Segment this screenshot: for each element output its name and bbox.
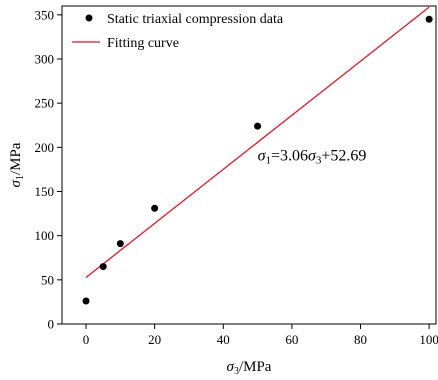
legend-label-scatter: Static triaxial compression data — [107, 12, 284, 27]
y-tick-label: 200 — [35, 140, 55, 155]
x-tick-label: 80 — [354, 332, 367, 347]
legend-marker-scatter — [85, 14, 93, 22]
y-axis: 0 50 100 150 200 250 300 350 — [35, 7, 62, 332]
x-tick-label: 0 — [83, 332, 90, 347]
data-point — [425, 15, 433, 23]
y-tick-label: 350 — [35, 7, 55, 22]
y-tick-label: 50 — [41, 272, 54, 287]
fitting-curve-layer — [85, 6, 430, 278]
y-tick-label: 300 — [35, 52, 55, 67]
fitting-curve-line — [85, 6, 430, 278]
data-points-layer — [82, 15, 433, 305]
x-tick-label: 40 — [217, 332, 230, 347]
data-point — [99, 263, 107, 271]
x-axis-title: σ3/MPa — [227, 359, 272, 377]
plot-frame — [61, 5, 437, 325]
legend-label-line: Fitting curve — [107, 36, 179, 51]
x-tick-label: 100 — [419, 332, 438, 347]
y-axis-title: σ1/MPa — [8, 142, 26, 187]
data-point — [82, 297, 90, 305]
y-tick-label: 250 — [35, 96, 55, 111]
data-point — [116, 240, 124, 248]
legend: Static triaxial compression data Fitting… — [72, 12, 284, 51]
x-tick-label: 60 — [285, 332, 298, 347]
y-tick-label: 0 — [48, 317, 55, 332]
y-tick-label: 150 — [35, 184, 55, 199]
data-point — [151, 204, 159, 212]
x-axis: 0 20 40 60 80 100 — [83, 324, 438, 347]
fit-equation: σ1=3.06σ3+52.69 — [258, 148, 367, 167]
x-tick-label: 20 — [148, 332, 161, 347]
y-tick-label: 100 — [35, 228, 55, 243]
data-point — [254, 122, 262, 130]
